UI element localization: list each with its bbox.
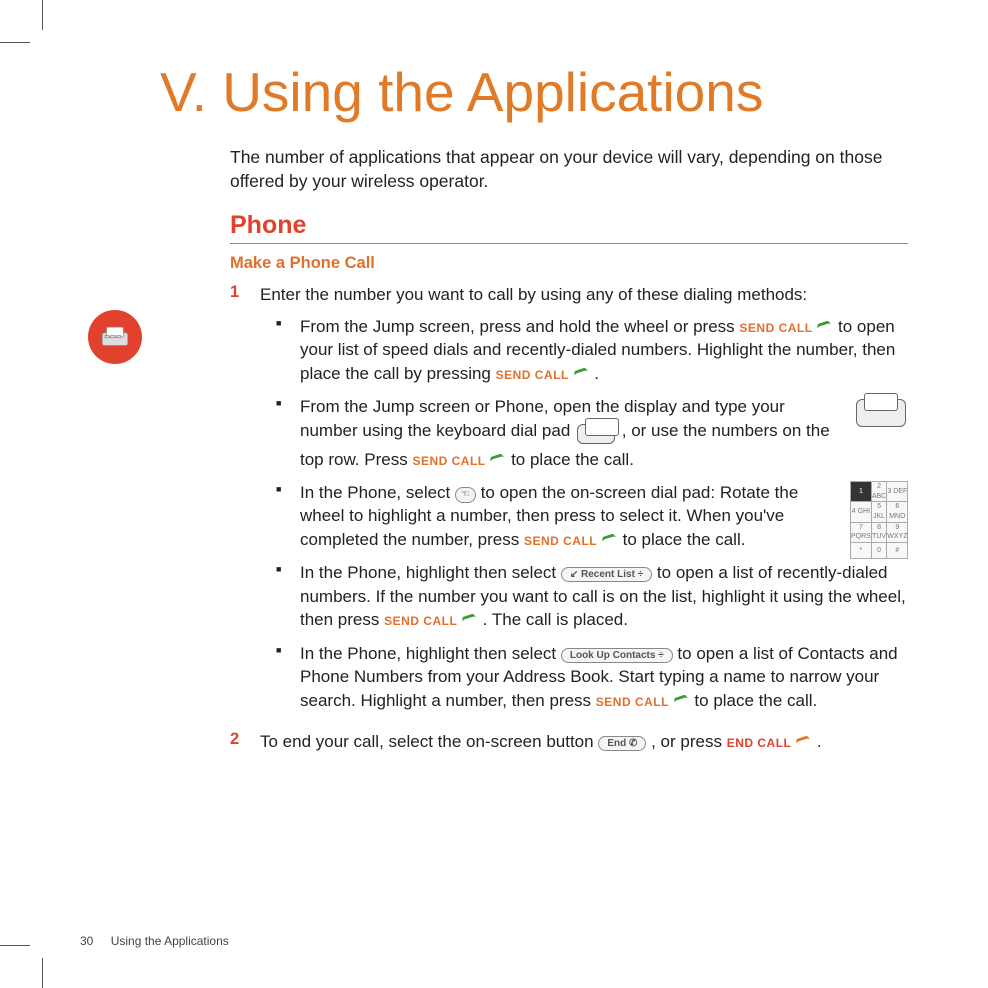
text: to open the on-screen dial pad: [481, 483, 720, 502]
step-1: 1 Enter the number you want to call by u… [230, 283, 908, 722]
key-4: 4 GHI [851, 502, 872, 522]
send-call-label: SEND CALL [596, 695, 669, 709]
end-call-icon [796, 737, 812, 748]
step-number: 1 [230, 283, 260, 722]
running-head: Using the Applications [111, 934, 229, 948]
end-button: End ✆ [598, 736, 646, 751]
text: In the Phone, highlight then select [300, 563, 561, 582]
text: to place the call. [511, 450, 634, 469]
crop-mark [0, 42, 30, 43]
send-call-icon [602, 535, 618, 546]
text: . The call is placed. [483, 610, 628, 629]
text: From the Jump screen, press and hold the… [300, 317, 739, 336]
device-thumbnail [575, 420, 617, 448]
content-column: The number of applications that appear o… [230, 146, 908, 754]
send-call-label: SEND CALL [384, 614, 457, 628]
crop-mark [42, 958, 43, 988]
send-call-icon [490, 455, 506, 466]
send-call-label: SEND CALL [412, 454, 485, 468]
crop-mark [42, 0, 43, 30]
text: , or press [651, 732, 727, 751]
dialpad-thumbnail: 12 ABC3 DEF 4 GHI5 JKL6 MNO 7 PQRS8 TUV9… [850, 481, 908, 559]
device-thumbnail [854, 395, 908, 431]
send-call-icon [462, 615, 478, 626]
text: . [817, 732, 822, 751]
key-3: 3 DEF [887, 481, 908, 501]
key-9: 9 WXYZ [887, 522, 908, 542]
send-call-icon [817, 322, 833, 333]
end-call-label: END CALL [727, 736, 792, 750]
page-number: 30 [80, 934, 93, 948]
send-call-label: SEND CALL [739, 321, 812, 335]
intro-paragraph: The number of applications that appear o… [230, 146, 908, 193]
section-heading-phone: Phone [230, 211, 908, 244]
key-7: 7 PQRS [851, 522, 872, 542]
subsection-heading: Make a Phone Call [230, 254, 908, 273]
list-item: From the Jump screen or Phone, open the … [276, 395, 908, 471]
crop-mark [0, 945, 30, 946]
key-1: 1 [851, 481, 872, 501]
send-call-label: SEND CALL [524, 534, 597, 548]
key-8: 8 TUV [871, 522, 886, 542]
text: . [594, 364, 599, 383]
text: To end your call, select the on-screen b… [260, 732, 598, 751]
key-0: 0 [871, 542, 886, 558]
list-item: From the Jump screen, press and hold the… [276, 315, 908, 385]
send-call-icon [674, 696, 690, 707]
text: In the Phone, highlight then select [300, 644, 561, 663]
page-footer: 30 Using the Applications [80, 934, 229, 948]
list-item: 12 ABC3 DEF 4 GHI5 JKL6 MNO 7 PQRS8 TUV9… [276, 481, 908, 551]
text: In the Phone, select [300, 483, 455, 502]
key-5: 5 JKL [871, 502, 886, 522]
key-2: 2 ABC [871, 481, 886, 501]
text: to place the call. [694, 691, 817, 710]
page-content: V. Using the Applications The number of … [80, 60, 928, 928]
key-hash: # [887, 542, 908, 558]
dialpad-table: 12 ABC3 DEF 4 GHI5 JKL6 MNO 7 PQRS8 TUV9… [850, 481, 908, 559]
text: to place the call. [623, 530, 746, 549]
list-item: In the Phone, highlight then select ↙ Re… [276, 561, 908, 631]
text: From the Jump screen or Phone, open the … [300, 397, 682, 416]
step-body: Enter the number you want to call by usi… [260, 283, 908, 722]
key-6: 6 MNO [887, 502, 908, 522]
voicemail-icon: ☜ [455, 487, 476, 503]
step-body: To end your call, select the on-screen b… [260, 730, 908, 753]
step-number: 2 [230, 730, 260, 753]
send-call-label: SEND CALL [496, 368, 569, 382]
step-1-lead: Enter the number you want to call by usi… [260, 285, 807, 304]
recent-list-button: ↙ Recent List ÷ [561, 567, 652, 582]
chapter-title: V. Using the Applications [160, 60, 928, 124]
list-item: In the Phone, highlight then select Look… [276, 642, 908, 712]
key-star: * [851, 542, 872, 558]
step-2: 2 To end your call, select the on-screen… [230, 730, 908, 753]
dialing-methods-list: From the Jump screen, press and hold the… [260, 315, 908, 712]
send-call-icon [574, 369, 590, 380]
look-up-contacts-button: Look Up Contacts ÷ [561, 648, 673, 663]
